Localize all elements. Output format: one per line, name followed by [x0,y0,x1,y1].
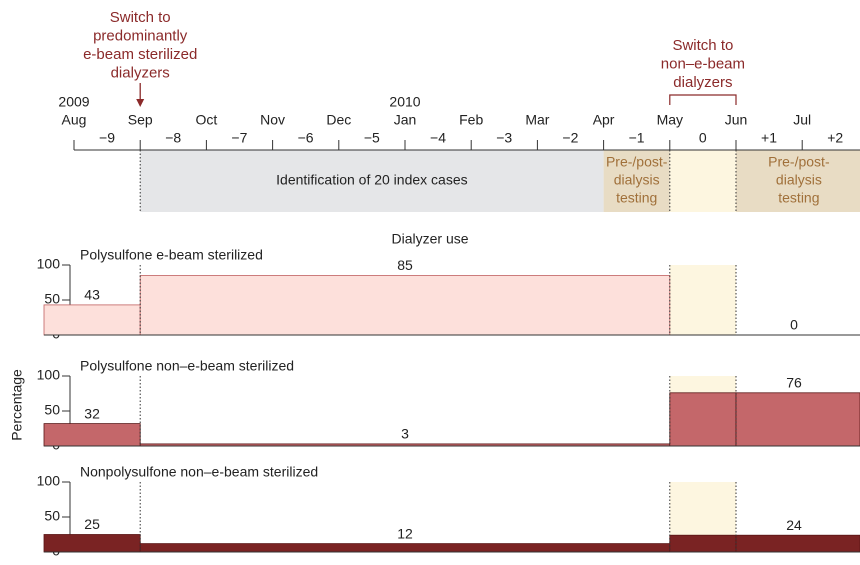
phase-label: Identification of 20 index cases [276,172,467,188]
phase-label: Pre-/post- [768,154,830,170]
bar [43,304,141,336]
y-axis-label: Percentage [9,369,25,441]
year-label: 2010 [389,94,420,110]
month-label: May [657,112,683,128]
y-tick-label: 100 [37,473,61,489]
y-tick-label: 100 [37,367,61,383]
washout-box [669,150,736,212]
annotation: predominantly [93,27,188,44]
phase-label: dialysis [614,172,660,188]
bar [139,275,671,336]
panel-title: Nonpolysulfone non–e-beam sterilized [80,464,318,480]
bar [735,534,860,553]
value-label: 43 [84,287,100,303]
bar [669,392,737,447]
month-label: Aug [62,112,87,128]
offset-label: +2 [827,130,843,146]
arrowhead [136,99,145,107]
panel-title: Polysulfone e-beam sterilized [80,247,263,263]
value-label: 25 [84,516,100,532]
bracket [669,94,737,105]
offset-label: +1 [761,130,777,146]
phase-label: Pre-/post- [606,154,668,170]
phase-label: dialysis [776,172,822,188]
month-label: Oct [196,112,218,128]
value-label: 24 [786,517,802,533]
bar [139,543,671,553]
offset-label: −3 [496,130,512,146]
phase-label: testing [616,190,657,206]
month-label: Dec [326,112,351,128]
offset-label: −8 [165,130,181,146]
bar [43,423,141,447]
month-label: Nov [260,112,285,128]
offset-label: −4 [430,130,446,146]
phase-label: testing [778,190,819,206]
annotation: Switch to [672,37,733,54]
phase-box [603,150,670,212]
value-label: 85 [397,257,413,273]
month-label: Feb [459,112,483,128]
value-label: 3 [401,426,409,442]
month-label: Sep [128,112,153,128]
offset-label: −6 [298,130,314,146]
phase-box [140,150,604,212]
month-label: Jun [725,112,748,128]
bar [735,392,860,447]
offset-label: −5 [364,130,380,146]
month-label: Apr [593,112,615,128]
washout-box [669,265,736,335]
offset-label: −1 [629,130,645,146]
value-label: 32 [84,405,100,421]
bar [669,534,737,553]
y-tick-label: 50 [44,508,60,524]
bar [43,534,141,553]
annotation: e-beam sterilized [83,46,197,63]
annotation: dialyzers [111,64,170,81]
phase-box [736,150,860,212]
month-label: Mar [525,112,549,128]
y-tick-label: 50 [44,402,60,418]
annotation: dialyzers [673,74,732,91]
value-label: 0 [790,317,798,333]
offset-label: −9 [99,130,115,146]
chart-title: Dialyzer use [391,231,468,247]
annotation: non–e-beam [661,55,745,72]
month-label: Jul [793,112,811,128]
panel-title: Polysulfone non–e-beam sterilized [80,358,294,374]
offset-label: 0 [699,130,707,146]
year-label: 2009 [58,94,89,110]
offset-label: −7 [231,130,247,146]
y-tick-label: 100 [37,256,61,272]
annotation: Switch to [110,9,171,26]
value-label: 12 [397,525,413,541]
y-tick-label: 50 [44,291,60,307]
offset-label: −2 [562,130,578,146]
value-label: 76 [786,375,802,391]
month-label: Jan [394,112,417,128]
